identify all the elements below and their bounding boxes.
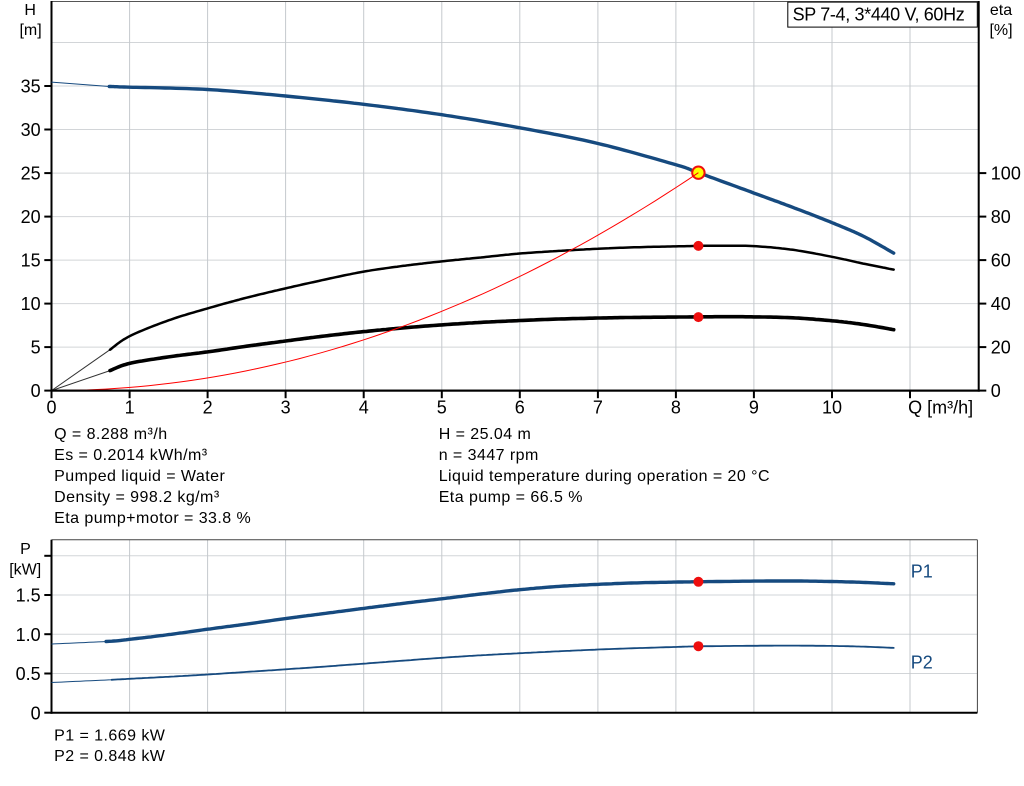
svg-text:100: 100: [991, 164, 1021, 184]
svg-text:5: 5: [437, 398, 447, 418]
svg-text:Density = 998.2 kg/m³: Density = 998.2 kg/m³: [54, 489, 220, 506]
svg-text:30: 30: [21, 120, 41, 140]
svg-text:Liquid temperature during oper: Liquid temperature during operation = 20…: [439, 468, 770, 485]
svg-text:SP 7-4, 3*440 V, 60Hz: SP 7-4, 3*440 V, 60Hz: [793, 4, 965, 24]
svg-text:10: 10: [822, 398, 842, 418]
svg-text:6: 6: [515, 398, 525, 418]
svg-text:P2: P2: [911, 653, 933, 673]
svg-text:3: 3: [281, 398, 291, 418]
svg-text:[%]: [%]: [989, 22, 1012, 39]
svg-text:H = 25.04 m: H = 25.04 m: [439, 426, 532, 443]
svg-text:P: P: [20, 541, 31, 558]
svg-text:10: 10: [21, 294, 41, 314]
svg-text:1: 1: [125, 398, 135, 418]
svg-text:20: 20: [21, 207, 41, 227]
svg-text:60: 60: [991, 251, 1011, 271]
svg-text:H: H: [24, 2, 36, 19]
svg-text:8: 8: [671, 398, 681, 418]
svg-text:0: 0: [31, 703, 41, 723]
svg-text:1.0: 1.0: [16, 625, 41, 645]
svg-text:Es = 0.2014 kWh/m³: Es = 0.2014 kWh/m³: [54, 447, 208, 464]
svg-text:9: 9: [749, 398, 759, 418]
svg-text:[m]: [m]: [19, 22, 41, 39]
svg-text:n = 3447 rpm: n = 3447 rpm: [439, 447, 539, 464]
svg-text:Eta pump = 66.5 %: Eta pump = 66.5 %: [439, 489, 583, 506]
svg-text:0: 0: [31, 381, 41, 401]
svg-text:4: 4: [359, 398, 369, 418]
svg-text:20: 20: [991, 338, 1011, 358]
svg-text:0.5: 0.5: [16, 664, 41, 684]
svg-text:7: 7: [593, 398, 603, 418]
svg-text:[kW]: [kW]: [9, 562, 41, 579]
svg-text:40: 40: [991, 294, 1011, 314]
svg-text:2: 2: [203, 398, 213, 418]
svg-text:80: 80: [991, 207, 1011, 227]
svg-text:Pumped liquid = Water: Pumped liquid = Water: [54, 468, 225, 485]
svg-text:0: 0: [46, 398, 56, 418]
svg-text:1.5: 1.5: [16, 586, 41, 606]
svg-text:5: 5: [31, 338, 41, 358]
svg-text:35: 35: [21, 77, 41, 97]
svg-text:Eta pump+motor = 33.8 %: Eta pump+motor = 33.8 %: [54, 510, 251, 527]
svg-text:P2 = 0.848 kW: P2 = 0.848 kW: [54, 748, 166, 765]
svg-text:P1: P1: [911, 562, 933, 582]
svg-text:0: 0: [991, 381, 1001, 401]
svg-text:25: 25: [21, 164, 41, 184]
svg-text:eta: eta: [990, 2, 1012, 19]
svg-text:15: 15: [21, 251, 41, 271]
svg-text:Q [m³/h]: Q [m³/h]: [908, 398, 973, 418]
svg-text:P1 = 1.669 kW: P1 = 1.669 kW: [54, 728, 166, 745]
svg-text:Q = 8.288 m³/h: Q = 8.288 m³/h: [54, 426, 167, 443]
